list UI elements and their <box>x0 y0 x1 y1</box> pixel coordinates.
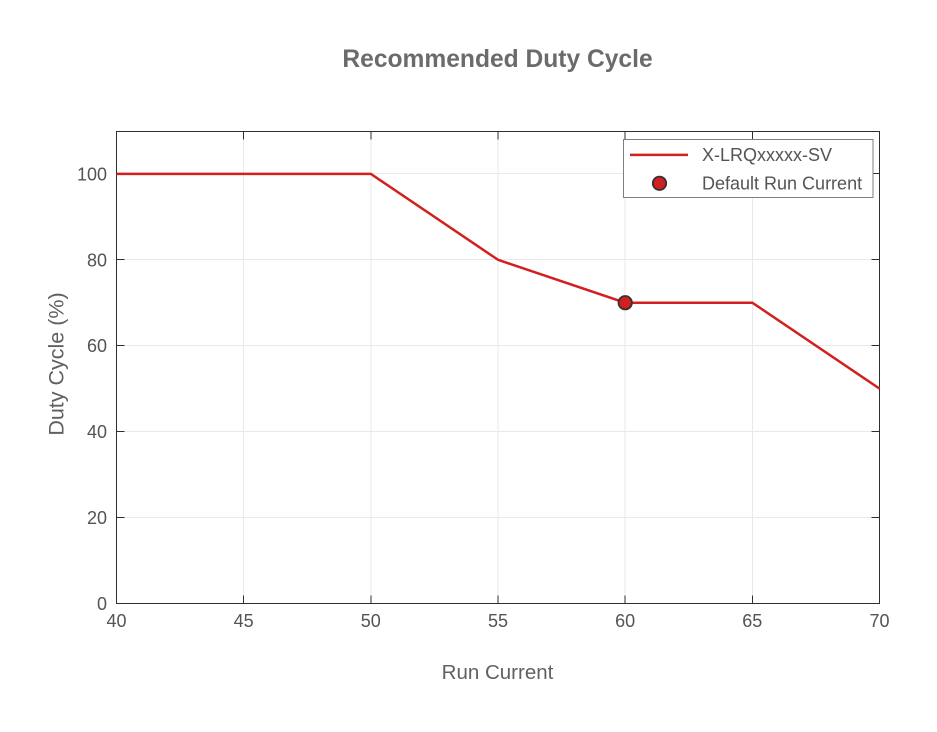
svg-text:80: 80 <box>87 250 107 270</box>
svg-text:60: 60 <box>615 611 635 631</box>
svg-text:70: 70 <box>869 611 889 631</box>
svg-text:20: 20 <box>87 508 107 528</box>
svg-text:Run Current: Run Current <box>442 661 554 684</box>
svg-text:X-LRQxxxxx-SV: X-LRQxxxxx-SV <box>702 145 832 165</box>
svg-text:40: 40 <box>106 611 126 631</box>
svg-text:Recommended Duty Cycle: Recommended Duty Cycle <box>342 46 652 73</box>
svg-text:50: 50 <box>361 611 381 631</box>
svg-text:40: 40 <box>87 422 107 442</box>
svg-text:100: 100 <box>77 164 107 184</box>
svg-text:65: 65 <box>742 611 762 631</box>
svg-text:60: 60 <box>87 336 107 356</box>
svg-text:Duty Cycle (%): Duty Cycle (%) <box>45 292 69 435</box>
svg-text:55: 55 <box>488 611 508 631</box>
svg-text:0: 0 <box>97 594 107 614</box>
svg-text:45: 45 <box>234 611 254 631</box>
svg-text:Default Run Current: Default Run Current <box>702 174 862 194</box>
